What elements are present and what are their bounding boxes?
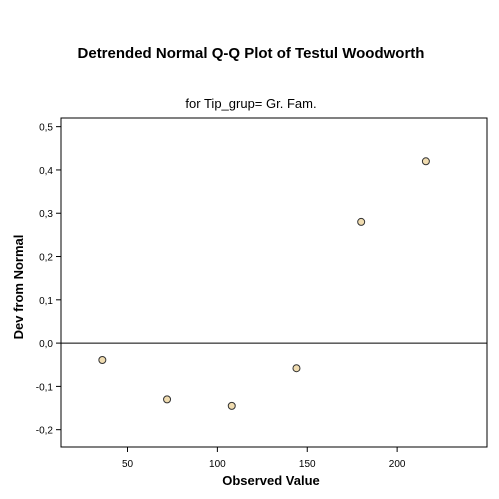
data-point <box>163 395 172 404</box>
y-tick-label: 0,3 <box>39 209 53 220</box>
y-axis: -0,2 -0,1 0,0 0,1 0,2 0,3 0,4 0,5 <box>36 123 61 437</box>
y-tick-label: 0,2 <box>39 253 53 264</box>
y-tick-label: 0,4 <box>39 166 53 177</box>
x-tick-label: 150 <box>299 459 316 470</box>
data-point <box>357 217 366 226</box>
chart-title: Detrended Normal Q-Q Plot of Testul Wood… <box>78 45 425 62</box>
x-axis-label: Observed Value <box>222 473 320 488</box>
x-tick-label: 100 <box>209 459 226 470</box>
data-point <box>421 157 430 166</box>
y-tick-label: 0,1 <box>39 296 53 307</box>
y-tick-label: 0,0 <box>39 339 53 350</box>
y-tick-label: 0,5 <box>39 123 53 134</box>
chart-subtitle: for Tip_grup= Gr. Fam. <box>185 96 316 111</box>
x-tick-label: 200 <box>389 459 406 470</box>
x-axis: 50 100 150 200 <box>122 447 406 470</box>
plot-area <box>60 117 488 448</box>
x-tick-label: 50 <box>122 459 134 470</box>
data-points <box>98 157 430 410</box>
data-point <box>98 355 107 364</box>
y-tick-label: -0,1 <box>36 382 54 393</box>
data-point <box>292 364 301 373</box>
data-point <box>227 401 236 410</box>
y-tick-label: -0,2 <box>36 426 54 437</box>
y-axis-label: Dev from Normal <box>11 235 26 340</box>
